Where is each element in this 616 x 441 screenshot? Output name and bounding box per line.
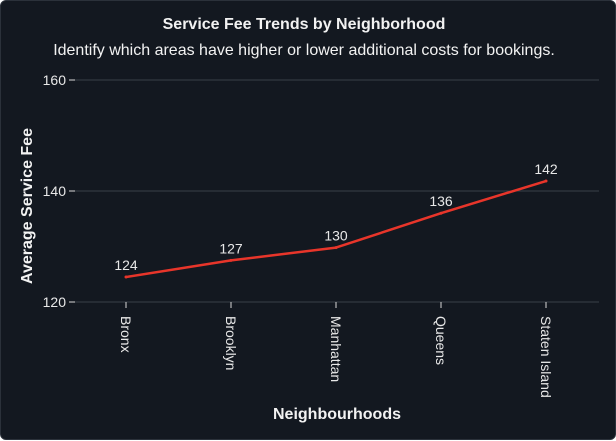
y-tick-label-140: 140 — [43, 183, 67, 199]
data-point — [334, 246, 338, 250]
data-point — [544, 179, 548, 183]
data-point — [229, 258, 233, 262]
x-tick-label: Staten Island — [538, 316, 554, 398]
chart-title: Service Fee Trends by Neighborhood — [163, 16, 446, 33]
x-tick-label: Queens — [433, 316, 449, 365]
axis-layer: 120 140 160 Bronx Brooklyn Manhattan Queens Sta… — [43, 72, 554, 398]
data-label: 127 — [219, 240, 243, 256]
x-tick-label: Bronx — [118, 316, 134, 353]
grid-layer — [75, 79, 599, 303]
data-label: 130 — [324, 228, 348, 244]
data-label: 142 — [534, 161, 558, 177]
data-label: 136 — [429, 193, 453, 209]
x-tick-label: Brooklyn — [223, 316, 239, 370]
data-label-layer: 124 127 130 136 142 — [114, 161, 558, 273]
y-tick-label-160: 160 — [43, 72, 67, 88]
data-point — [124, 275, 128, 279]
data-label: 124 — [114, 257, 138, 273]
y-tick-label-120: 120 — [43, 294, 67, 310]
y-axis-title: Average Service Fee — [19, 128, 36, 284]
series-layer — [124, 179, 548, 279]
data-point — [439, 211, 443, 215]
x-axis-title: Neighbourhoods — [273, 406, 401, 423]
chart-subtitle: Identify which areas have higher or lowe… — [53, 42, 555, 59]
x-tick-label: Manhattan — [328, 316, 344, 382]
